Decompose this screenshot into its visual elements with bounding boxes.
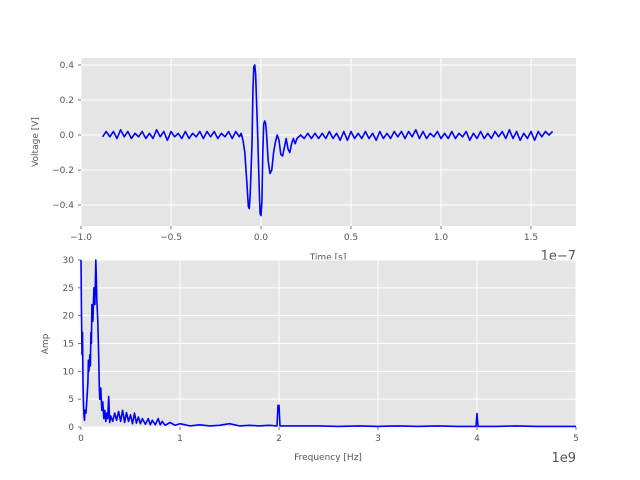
x-tick-label: 1.0 xyxy=(434,233,449,243)
x-tick-label: 2 xyxy=(276,434,282,444)
x-axis-label: Frequency [Hz] xyxy=(294,453,362,463)
y-tick-labels: 0 5 10 15 20 25 30 xyxy=(63,256,81,433)
x-tick-label: −0.5 xyxy=(160,233,182,243)
y-tick-label: 25 xyxy=(63,284,74,294)
x-tick-label: 4 xyxy=(474,434,480,444)
series xyxy=(80,259,576,428)
plot-area xyxy=(81,58,576,226)
series-line xyxy=(80,259,576,428)
time-domain-plot: −1.0 −0.5 0.0 0.5 1.0 1.5 −0.4 −0.2 0.0 0.2 0.4 T… xyxy=(31,58,576,264)
y-tick-label: 0.4 xyxy=(60,61,75,71)
frequency-domain-plot: 0 1 2 3 4 5 0 5 10 15 20 25 30 Frequency [Hz] Amp 1… xyxy=(41,256,579,466)
y-tick-label: 0 xyxy=(68,423,74,433)
y-tick-label: 0.2 xyxy=(60,96,74,106)
x-tick-label: 0.0 xyxy=(254,233,269,243)
y-axis-label: Voltage [V] xyxy=(31,117,41,167)
y-tick-label: −0.2 xyxy=(52,166,74,176)
y-tick-label: −0.4 xyxy=(52,201,74,211)
y-tick-label: 15 xyxy=(63,340,74,350)
y-tick-label: 10 xyxy=(63,367,75,377)
x-tick-label: −1.0 xyxy=(70,233,92,243)
x-tick-label: 5 xyxy=(573,434,579,444)
y-tick-label: 30 xyxy=(63,256,75,266)
x-tick-label: 1.5 xyxy=(524,233,538,243)
y-tick-label: 20 xyxy=(63,312,75,322)
series-line xyxy=(101,64,554,217)
x-tick-labels: 0 1 2 3 4 5 xyxy=(78,427,579,444)
x-offset-label: 1e9 xyxy=(551,451,576,466)
x-tick-label: 0 xyxy=(78,434,84,444)
x-tick-labels: −1.0 −0.5 0.0 0.5 1.0 1.5 xyxy=(70,226,538,243)
y-tick-label: 0.0 xyxy=(60,131,75,141)
x-tick-label: 3 xyxy=(375,434,381,444)
y-tick-label: 5 xyxy=(68,395,74,405)
x-tick-label: 0.5 xyxy=(344,233,358,243)
y-tick-labels: −0.4 −0.2 0.0 0.2 0.4 xyxy=(52,61,81,211)
x-axis-label: Time [s] xyxy=(309,253,347,263)
y-axis-label: Amp xyxy=(41,333,51,354)
x-tick-label: 1 xyxy=(177,434,183,444)
series xyxy=(101,64,554,217)
